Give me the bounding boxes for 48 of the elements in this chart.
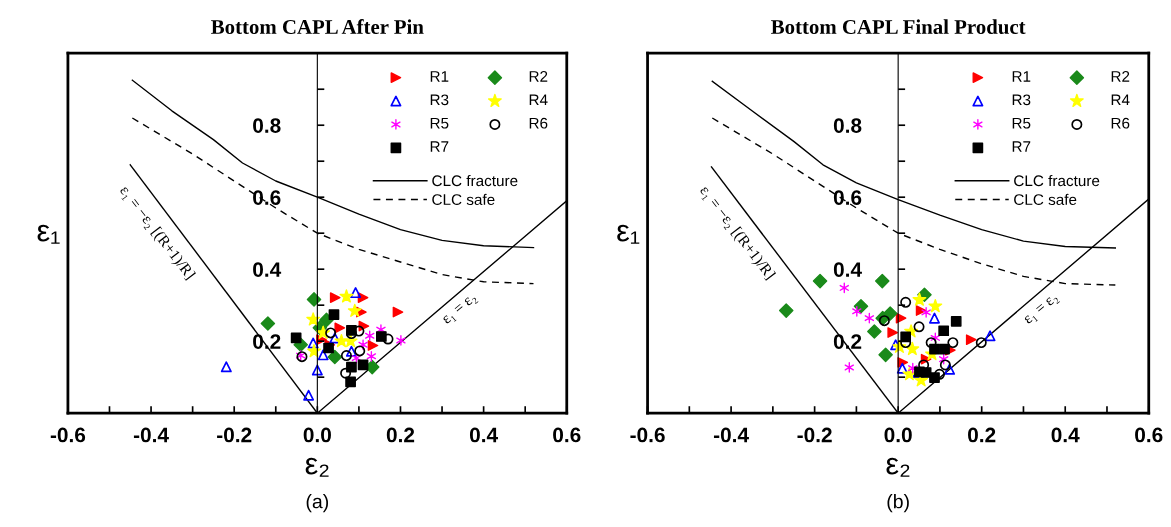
y-tick-label: 0.4 [833, 262, 862, 277]
x-tick-label: -0.6 [630, 427, 665, 443]
legend-label: CLC fracture [432, 174, 518, 187]
text: (a) [306, 494, 329, 513]
x-axis-title: ε₂ [305, 457, 329, 477]
legend-label: R7 [1012, 141, 1031, 152]
annotation: ε₁ = ε₂ [1023, 293, 1060, 327]
y-axis-title: ε₁ [37, 224, 60, 244]
x-tick-label: 0.6 [1135, 427, 1163, 443]
x-tick-label: -0.4 [713, 427, 749, 443]
y-tick-label: 0.6 [833, 190, 862, 205]
legend-label: R6 [1111, 117, 1130, 129]
x-tick-label: 0.2 [968, 427, 996, 443]
legend-label: R1 [1012, 71, 1031, 82]
x-tick-label: -0.6 [50, 427, 86, 443]
legend-label: CLC fracture [1014, 174, 1100, 187]
x-tick-label: 0.6 [553, 427, 581, 443]
legend-label: R3 [1012, 94, 1031, 106]
legend-label: R2 [529, 70, 548, 82]
x-tick-label: -0.4 [133, 427, 169, 443]
chart-title: Bottom CAPL Final Product [771, 19, 1026, 35]
y-axis-title: ε₁ [617, 224, 640, 244]
legend-label: R5 [1012, 117, 1031, 129]
y-tick-label: 0.8 [833, 118, 862, 133]
legend-label: R3 [430, 94, 449, 106]
legend-label: R4 [1111, 94, 1130, 106]
x-tick-label: -0.2 [217, 427, 252, 443]
legend-label: R1 [430, 71, 449, 82]
legend-label: CLC safe [432, 193, 495, 206]
y-tick-label: 0.8 [253, 118, 281, 133]
x-tick-label: 0.2 [386, 427, 415, 443]
x-tick-label: 0.0 [303, 427, 331, 443]
legend-label: R6 [529, 117, 548, 129]
legend-label: R7 [430, 141, 449, 152]
legend-label: R5 [430, 117, 449, 129]
x-tick-label: 0.4 [469, 427, 498, 443]
legend-label: R4 [529, 94, 548, 106]
y-tick-label: 0.4 [253, 262, 282, 277]
x-axis-title: ε₂ [886, 457, 910, 477]
y-tick-label: 0.6 [253, 190, 281, 205]
text: (b) [887, 494, 909, 513]
x-tick-label: 0.4 [1051, 427, 1080, 443]
chart-title: Bottom CAPL After Pin [211, 19, 424, 34]
legend-label: CLC safe [1014, 193, 1077, 206]
legend-label: R2 [1111, 70, 1130, 82]
x-tick-label: 0.0 [884, 427, 912, 443]
annotation: ε₁ = ε₂ [442, 293, 479, 327]
x-tick-label: -0.2 [797, 427, 832, 443]
